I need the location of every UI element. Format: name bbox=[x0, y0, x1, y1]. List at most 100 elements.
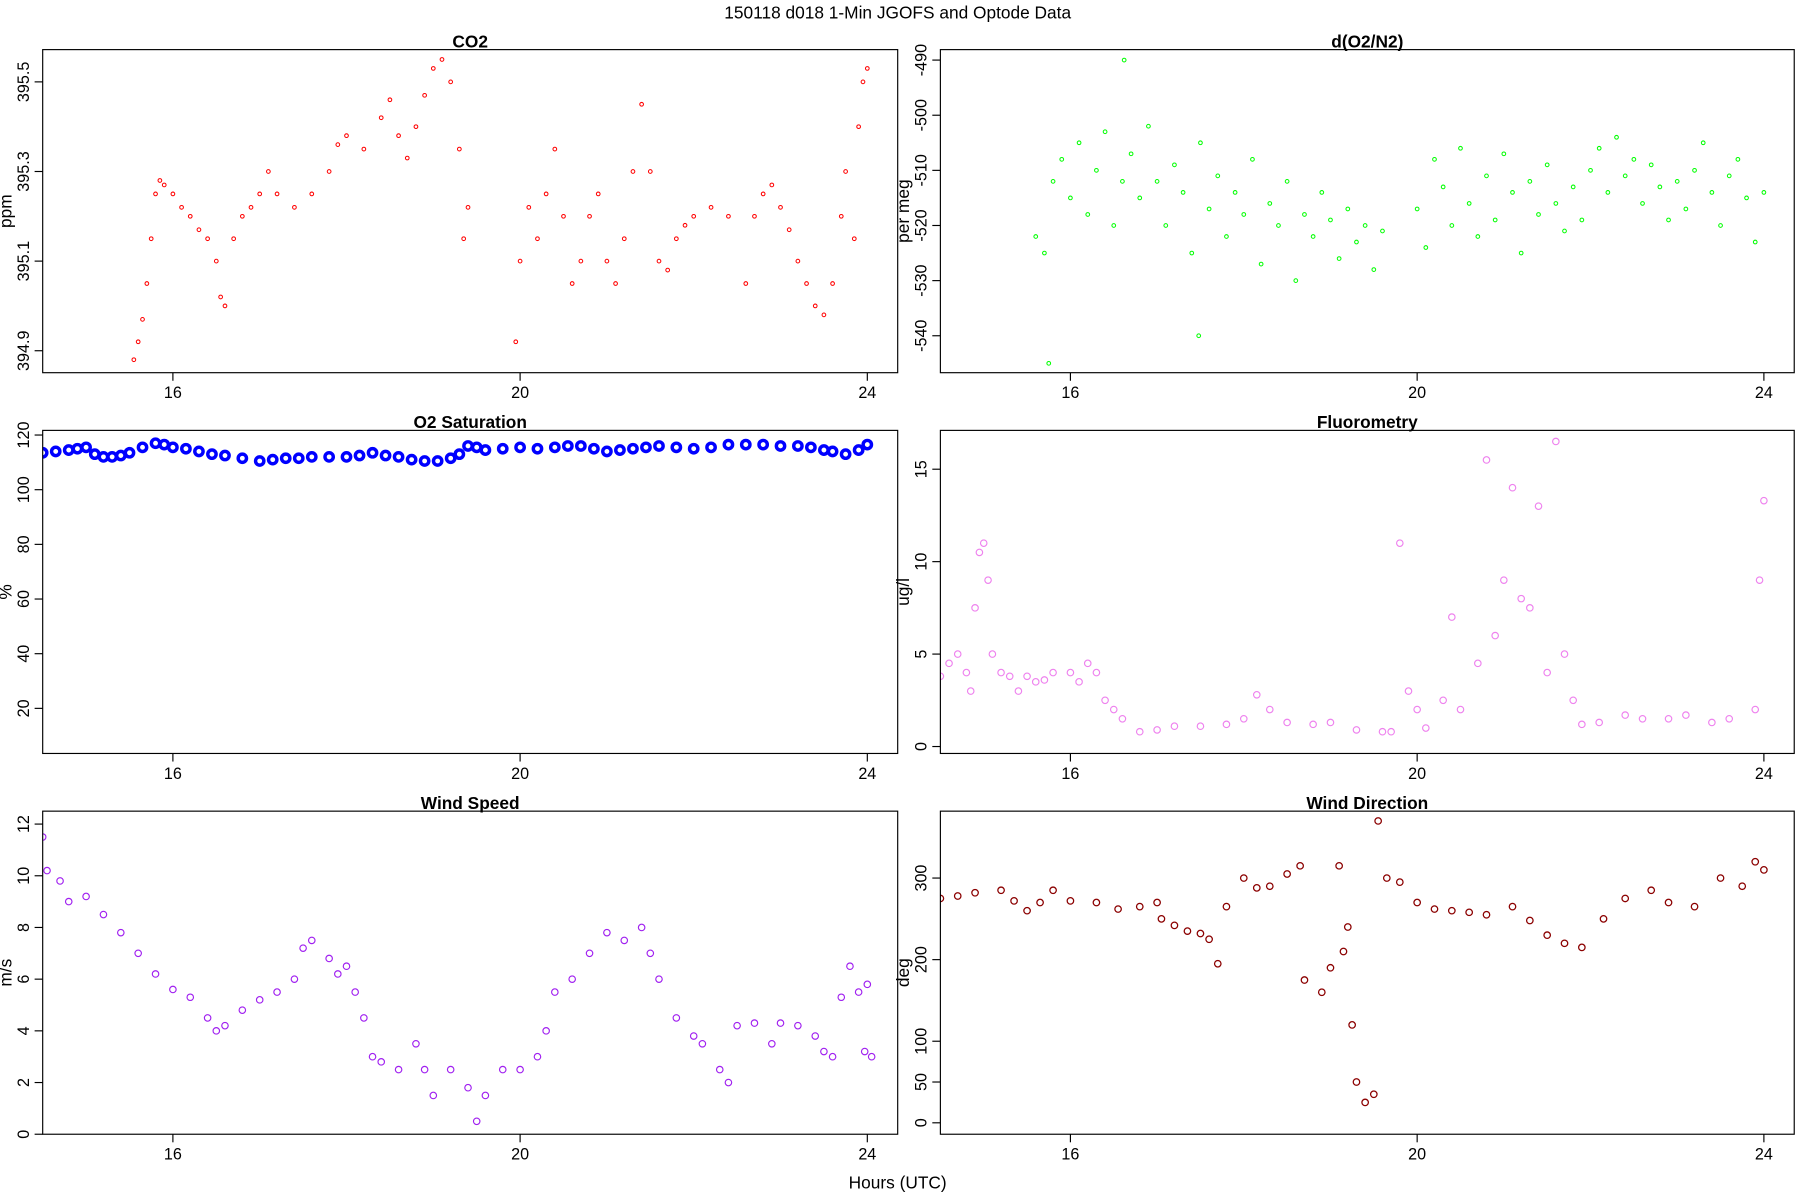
data-point bbox=[448, 79, 454, 85]
data-point bbox=[1414, 206, 1420, 212]
panel: O2 Saturation% 16 20 24 20 40 60 80 100 120 bbox=[0, 412, 899, 783]
x-tick-label: 16 bbox=[1061, 384, 1079, 402]
data-point bbox=[1760, 496, 1768, 505]
data-point bbox=[1692, 167, 1697, 173]
data-point bbox=[966, 687, 975, 695]
data-point bbox=[299, 944, 307, 952]
data-point bbox=[542, 1027, 550, 1035]
data-point bbox=[1215, 173, 1221, 179]
x-tick-label: 24 bbox=[1755, 1146, 1773, 1164]
data-point bbox=[1265, 882, 1274, 891]
y-tick-label: 40 bbox=[15, 645, 33, 663]
y-tick-label: -540 bbox=[913, 320, 931, 352]
data-point bbox=[1527, 179, 1533, 184]
y-tick-label: 100 bbox=[15, 476, 33, 503]
data-point bbox=[1664, 898, 1673, 907]
data-point bbox=[396, 133, 401, 139]
data-point bbox=[588, 442, 600, 455]
y-tick-label: -510 bbox=[913, 154, 931, 186]
data-point bbox=[1224, 234, 1229, 239]
data-point bbox=[1447, 906, 1456, 915]
data-point bbox=[603, 928, 611, 937]
data-point bbox=[1284, 179, 1290, 184]
data-point bbox=[1283, 718, 1291, 727]
data-point bbox=[99, 910, 108, 919]
data-point bbox=[1265, 705, 1274, 714]
data-point bbox=[776, 1019, 785, 1027]
x-tick-label: 24 bbox=[1755, 765, 1773, 783]
data-point bbox=[945, 659, 953, 668]
data-point bbox=[569, 281, 575, 286]
y-axis-label: % bbox=[0, 584, 16, 599]
data-point bbox=[1137, 195, 1143, 201]
data-point bbox=[828, 1052, 837, 1061]
data-point bbox=[846, 962, 854, 971]
data-point bbox=[1075, 678, 1083, 686]
data-point bbox=[439, 57, 445, 62]
y-tick-label: 80 bbox=[15, 535, 33, 553]
data-point bbox=[136, 441, 149, 454]
data-point bbox=[768, 1039, 776, 1048]
data-point bbox=[117, 928, 125, 937]
data-point bbox=[193, 445, 205, 458]
data-point bbox=[691, 213, 697, 219]
data-point bbox=[1640, 201, 1645, 206]
data-point bbox=[673, 236, 679, 242]
data-point bbox=[1267, 201, 1273, 206]
data-point bbox=[56, 877, 64, 885]
data-point bbox=[1276, 223, 1281, 228]
data-point bbox=[221, 1021, 229, 1030]
data-point bbox=[1068, 195, 1073, 201]
data-point bbox=[378, 115, 384, 121]
data-point bbox=[422, 92, 427, 98]
data-point bbox=[236, 452, 249, 465]
data-point bbox=[585, 949, 594, 958]
data-point bbox=[1413, 705, 1421, 714]
data-point bbox=[1232, 190, 1238, 195]
data-point bbox=[988, 650, 997, 658]
data-point bbox=[219, 449, 231, 462]
data-point bbox=[975, 548, 984, 557]
data-point bbox=[724, 1078, 733, 1087]
data-point bbox=[1648, 162, 1654, 168]
data-point bbox=[1579, 217, 1585, 223]
data-point bbox=[1449, 223, 1455, 228]
data-point bbox=[1283, 870, 1291, 878]
data-point bbox=[1005, 672, 1014, 681]
y-tick-label: 60 bbox=[15, 590, 33, 608]
points bbox=[42, 833, 876, 1126]
data-point bbox=[864, 66, 870, 71]
data-point bbox=[64, 897, 73, 906]
data-point bbox=[1111, 223, 1117, 228]
data-point bbox=[292, 204, 297, 210]
data-point bbox=[273, 988, 281, 996]
y-tick-label: 200 bbox=[913, 946, 931, 973]
data-point bbox=[446, 1065, 455, 1074]
y-tick-label: 50 bbox=[913, 1073, 931, 1091]
data-point bbox=[689, 1032, 698, 1040]
data-point bbox=[1348, 1021, 1357, 1029]
panel-title: Wind Direction bbox=[1306, 793, 1428, 813]
data-point bbox=[1196, 333, 1202, 339]
data-point bbox=[1760, 866, 1768, 874]
y-tick-label: 10 bbox=[913, 553, 931, 571]
data-point bbox=[774, 440, 787, 452]
data-point bbox=[1170, 921, 1179, 930]
data-point bbox=[1310, 234, 1316, 239]
data-point bbox=[984, 576, 992, 584]
data-point bbox=[1092, 898, 1101, 907]
data-point bbox=[1577, 943, 1586, 952]
data-point bbox=[1180, 190, 1186, 195]
data-point bbox=[1339, 947, 1348, 956]
y-tick-label: 10 bbox=[15, 867, 33, 885]
data-point bbox=[743, 281, 749, 286]
data-point bbox=[656, 258, 662, 264]
y-tick-label: 395.3 bbox=[15, 151, 33, 191]
data-point bbox=[1536, 212, 1541, 217]
data-point bbox=[786, 227, 792, 233]
data-point bbox=[1092, 668, 1101, 677]
data-point bbox=[1666, 217, 1671, 223]
